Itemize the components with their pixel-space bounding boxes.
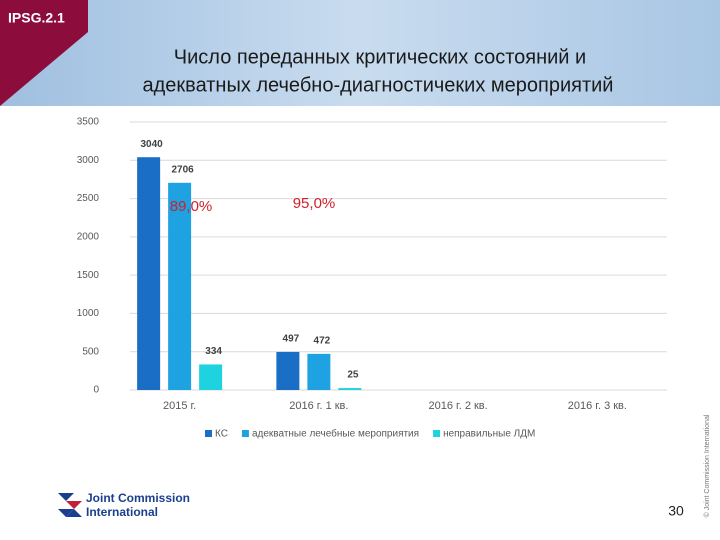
legend-swatch	[205, 430, 212, 437]
data-label: 497	[283, 334, 300, 345]
legend-swatch	[241, 430, 249, 437]
y-tick-label: 0	[93, 385, 99, 396]
y-tick-label: 500	[82, 346, 99, 357]
legend-label: неправильные ЛДМ	[443, 429, 535, 440]
y-tick-label: 2000	[77, 231, 100, 242]
copyright: © Joint Commission International	[703, 414, 711, 517]
data-label: 25	[347, 370, 359, 381]
x-tick-label: 2015 г.	[163, 400, 196, 412]
slide-title: Число переданных критических состояний и	[174, 46, 586, 68]
data-label: 472	[314, 335, 331, 346]
annotation: 95,0%	[293, 195, 336, 212]
logo-shape	[66, 501, 82, 509]
x-tick-label: 2016 г. 3 кв.	[568, 400, 627, 412]
slide-tag: IPSG.2.1	[8, 10, 65, 26]
y-tick-label: 1500	[77, 270, 100, 281]
data-label: 334	[205, 346, 222, 357]
legend-swatch	[433, 430, 441, 437]
data-label: 2706	[172, 164, 195, 175]
tag-badge	[0, 0, 88, 106]
x-tick-label: 2016 г. 2 кв.	[429, 400, 488, 412]
bar	[137, 157, 161, 390]
header-band	[0, 0, 720, 106]
x-tick-label: 2016 г. 1 кв.	[289, 400, 348, 412]
page-number: 30	[668, 503, 684, 519]
bar	[338, 388, 362, 390]
logo-shape	[58, 493, 74, 501]
y-tick-label: 1000	[77, 308, 100, 319]
bar	[168, 182, 192, 390]
logo-shape	[58, 509, 74, 517]
legend-label: КС	[215, 429, 228, 440]
bar	[276, 351, 300, 390]
slide-title: адекватных лечебно-диагностичеких меропр…	[143, 74, 614, 96]
logo: Joint Commission International	[58, 491, 190, 519]
y-tick-label: 3000	[77, 155, 100, 166]
legend-label: адекватные лечебные мероприятия	[252, 428, 419, 440]
data-label: 3040	[141, 139, 164, 150]
annotation: 89,0%	[170, 198, 213, 215]
y-tick-label: 3500	[77, 117, 100, 128]
bar	[199, 364, 223, 390]
y-tick-label: 2500	[77, 193, 100, 204]
bar	[307, 353, 331, 390]
logo-text: International	[86, 505, 158, 519]
logo-shape	[66, 509, 82, 517]
logo-text: Joint Commission	[86, 491, 190, 505]
